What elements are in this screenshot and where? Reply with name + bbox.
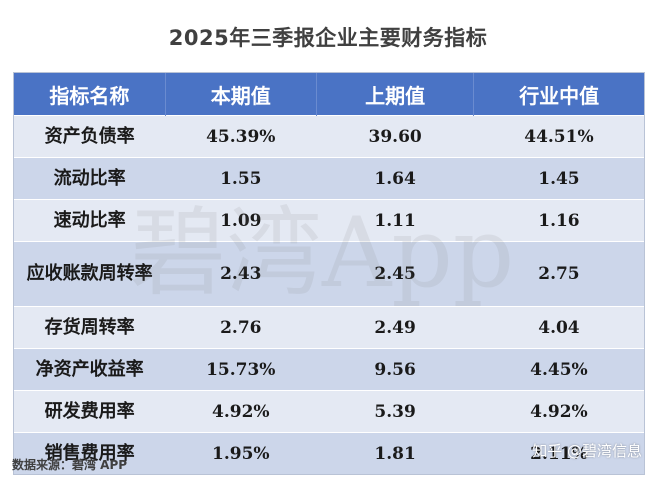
previous-value: 39.60 bbox=[316, 115, 474, 158]
previous-value: 2.45 bbox=[316, 241, 474, 307]
current-value: 1.09 bbox=[165, 199, 317, 242]
table-row: 净资产收益率 15.73% 9.56 4.45% bbox=[14, 348, 644, 391]
table-row: 研发费用率 4.92% 5.39 4.92% bbox=[14, 390, 644, 433]
previous-value: 1.81 bbox=[316, 432, 474, 474]
current-value: 15.73% bbox=[165, 348, 317, 391]
industry-median-value: 44.51% bbox=[473, 115, 644, 158]
table-row: 应收账款周转率 2.43 2.45 2.75 bbox=[14, 241, 644, 307]
previous-value: 2.49 bbox=[316, 306, 474, 349]
indicator-name: 资产负债率 bbox=[14, 115, 166, 158]
industry-median-value: 4.04 bbox=[473, 306, 644, 349]
table-header-row: 指标名称 本期值 上期值 行业中值 bbox=[14, 73, 644, 116]
indicator-name: 研发费用率 bbox=[14, 390, 166, 433]
header-current-value: 本期值 bbox=[165, 73, 317, 116]
industry-median-value: 2.75 bbox=[473, 241, 644, 307]
header-industry-median: 行业中值 bbox=[473, 73, 644, 116]
industry-median-value: 1.45 bbox=[473, 157, 644, 200]
indicator-name: 应收账款周转率 bbox=[14, 241, 166, 307]
industry-median-value: 2.11% bbox=[473, 432, 644, 474]
table-row: 存货周转率 2.76 2.49 4.04 bbox=[14, 306, 644, 349]
table-row: 流动比率 1.55 1.64 1.45 bbox=[14, 157, 644, 200]
header-previous-value: 上期值 bbox=[316, 73, 475, 116]
previous-value: 1.64 bbox=[316, 157, 474, 200]
previous-value: 5.39 bbox=[316, 390, 474, 433]
author-credit: 知乎 @碧湾信息 bbox=[532, 442, 642, 460]
industry-median-value: 4.92% bbox=[473, 390, 644, 433]
current-value: 4.92% bbox=[165, 390, 317, 433]
indicator-name: 销售费用率 bbox=[14, 432, 166, 474]
table-row: 资产负债率 45.39% 39.60 44.51% bbox=[14, 115, 644, 158]
indicator-name: 净资产收益率 bbox=[14, 348, 166, 391]
table-row: 销售费用率 1.95% 1.81 2.11% bbox=[14, 432, 644, 474]
data-source-note: 数据来源：碧湾 APP bbox=[12, 458, 128, 472]
indicator-name: 速动比率 bbox=[14, 199, 166, 242]
current-value: 45.39% bbox=[165, 115, 317, 158]
table-row: 速动比率 1.09 1.11 1.16 bbox=[14, 199, 644, 242]
current-value: 1.55 bbox=[165, 157, 317, 200]
previous-value: 9.56 bbox=[316, 348, 474, 391]
current-value: 1.95% bbox=[165, 432, 317, 474]
table-title: 2025年三季报企业主要财务指标 bbox=[168, 26, 488, 50]
indicator-name: 流动比率 bbox=[14, 157, 166, 200]
current-value: 2.76 bbox=[165, 306, 317, 349]
financial-indicators-table: 指标名称 本期值 上期值 行业中值 资产负债率 45.39% 39.60 44.… bbox=[13, 72, 645, 475]
indicator-name: 存货周转率 bbox=[14, 306, 166, 349]
current-value: 2.43 bbox=[165, 241, 317, 307]
header-indicator-name: 指标名称 bbox=[14, 73, 166, 116]
industry-median-value: 1.16 bbox=[473, 199, 644, 242]
industry-median-value: 4.45% bbox=[473, 348, 644, 391]
previous-value: 1.11 bbox=[316, 199, 474, 242]
